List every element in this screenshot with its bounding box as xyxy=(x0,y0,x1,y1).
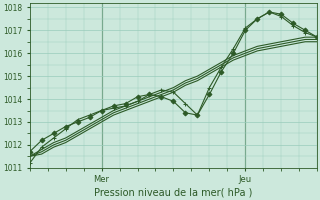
X-axis label: Pression niveau de la mer( hPa ): Pression niveau de la mer( hPa ) xyxy=(94,187,252,197)
